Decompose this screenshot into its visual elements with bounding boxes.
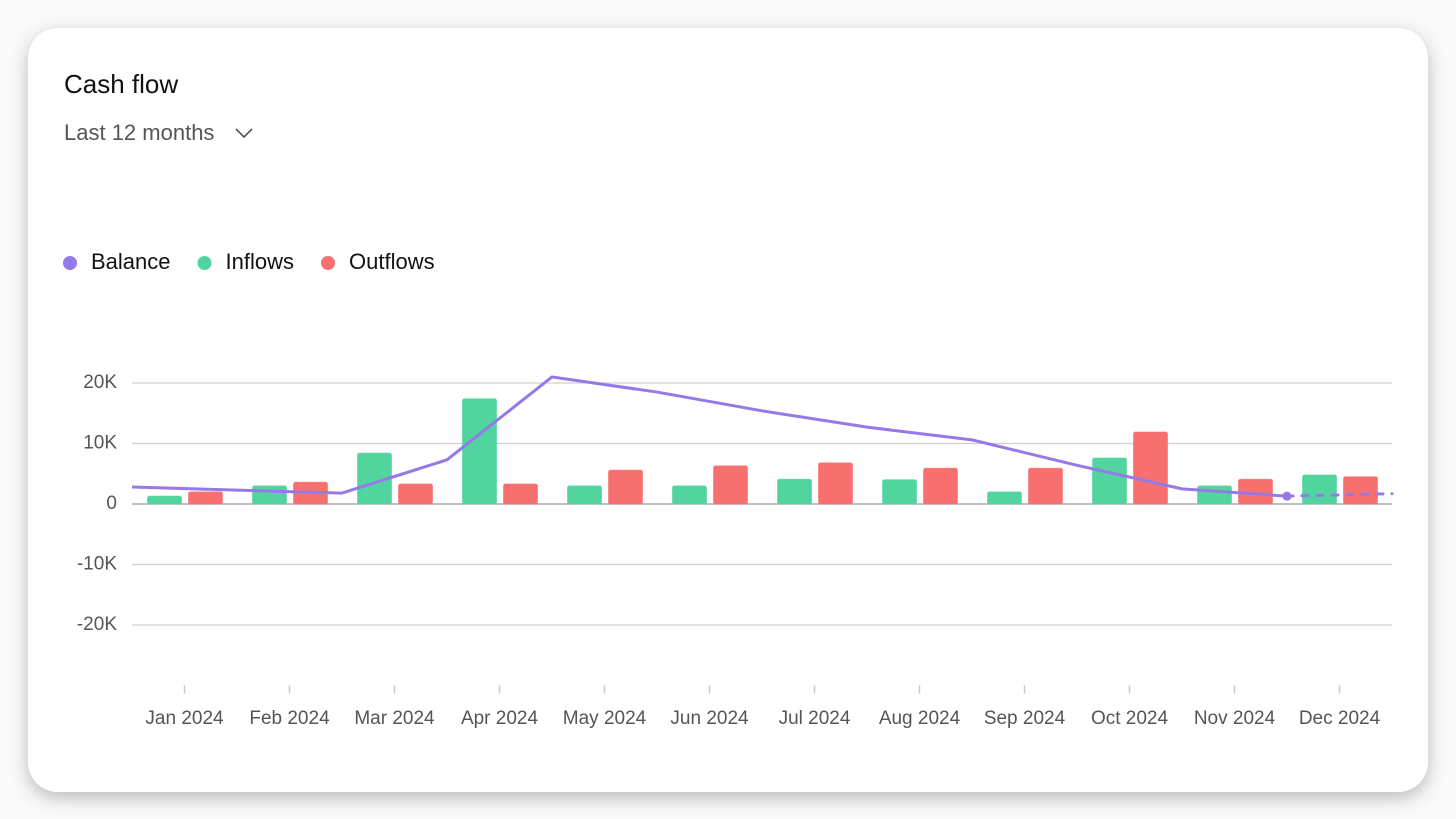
y-tick-label: 10K [83,433,117,454]
legend-dot [197,256,212,270]
chevron-icon[interactable] [235,128,253,139]
x-tick-label: Sep 2024 [984,708,1066,729]
legend-dot [321,256,335,270]
x-tick-label: May 2024 [563,708,647,729]
bar [713,465,748,505]
y-tick-label: -20K [77,614,117,635]
bar [608,469,643,505]
bar [672,485,707,505]
x-tick-label: Oct 2024 [1091,708,1169,729]
x-tick-label: Jun 2024 [670,708,749,729]
card [28,28,1428,792]
bar [818,462,853,505]
bar [882,479,917,505]
legend-label: Inflows [226,249,294,274]
period-selector[interactable]: Last 12 months [64,120,253,145]
x-tick-label: Nov 2024 [1194,708,1276,729]
bar [987,491,1022,505]
y-tick-label: 20K [83,372,117,393]
bar [1197,485,1232,505]
y-tick-label: -10K [77,554,117,575]
bar [462,398,497,505]
bar [1092,457,1127,505]
balance-point [1282,491,1292,501]
y-tick-label: 0 [106,493,117,514]
bar [567,485,602,505]
bar [1133,431,1168,505]
bar [1238,478,1273,505]
x-tick-label: Jul 2024 [779,708,851,729]
bar [1343,476,1378,505]
x-tick-label: Jan 2024 [145,708,224,729]
bar [777,478,812,505]
bar [147,495,182,505]
period-label[interactable]: Last 12 months [64,120,214,145]
x-tick-label: Dec 2024 [1299,708,1381,729]
bar [923,467,958,505]
x-tick-label: Aug 2024 [879,708,961,729]
bar [1028,467,1063,505]
x-tick-label: Mar 2024 [354,708,435,729]
legend-dot [63,256,77,270]
bar [188,491,223,505]
bar [398,483,433,505]
card-title: Cash flow [64,69,178,99]
balance-line [131,375,1288,498]
bar [503,483,538,505]
legend-label: Balance [91,249,171,274]
x-tick-label: Apr 2024 [461,708,539,729]
bar [1302,474,1337,505]
bar [252,485,287,505]
legend-label: Outflows [349,249,435,274]
balance-projection [1285,492,1394,498]
x-tick-label: Feb 2024 [249,708,330,729]
